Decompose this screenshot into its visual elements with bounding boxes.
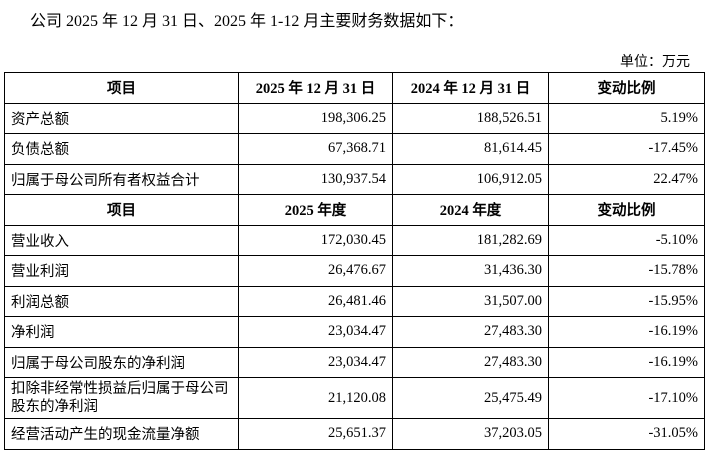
- row-label: 利润总额: [4, 285, 239, 317]
- table-row: 营业收入 172,030.45 181,282.69 -5.10%: [4, 224, 705, 256]
- cell-value: -16.19%: [548, 346, 705, 378]
- cell-value: 130,937.54: [238, 163, 393, 195]
- column-header: 变动比例: [548, 72, 705, 104]
- cell-value: 25,651.37: [238, 418, 393, 450]
- column-header: 项目: [4, 72, 239, 104]
- cell-value: 81,614.45: [392, 133, 549, 165]
- cell-value: 26,481.46: [238, 285, 393, 317]
- table-header-row: 项目 2025 年 12 月 31 日 2024 年 12 月 31 日变动比例: [4, 72, 705, 104]
- table-row: 利润总额 26,481.46 31,507.00 -15.95%: [4, 285, 705, 317]
- financial-table: 项目 2025 年 12 月 31 日 2024 年 12 月 31 日变动比例 资产…: [4, 72, 705, 450]
- table-row: 净利润 23,034.47 27,483.30 -16.19%: [4, 316, 705, 348]
- cell-value: 172,030.45: [238, 224, 393, 256]
- cell-value: 21,120.08: [238, 377, 393, 419]
- cell-value: 26,476.67: [238, 255, 393, 287]
- row-label: 归属于母公司所有者权益合计: [4, 163, 239, 195]
- row-label: 经营活动产生的现金流量净额: [4, 418, 239, 450]
- cell-value: 27,483.30: [392, 346, 549, 378]
- table-row: 经营活动产生的现金流量净额 25,651.37 37,203.05 -31.05%: [4, 418, 705, 450]
- unit-label: 单位：万元: [620, 55, 690, 70]
- cell-value: 188,526.51: [392, 102, 549, 134]
- cell-value: -17.10%: [548, 377, 705, 419]
- cell-value: -15.95%: [548, 285, 705, 317]
- table-row: 负债总额 67,368.71 81,614.45 -17.45%: [4, 133, 705, 165]
- table-row: 资产总额 198,306.25 188,526.51 5.19%: [4, 102, 705, 134]
- table-row: 归属于母公司股东的净利润 23,034.47 27,483.30 -16.19%: [4, 346, 705, 378]
- row-label: 营业利润: [4, 255, 239, 287]
- row-label: 扣除非经常性损益后归属于母公司股东的净利润: [4, 377, 239, 419]
- row-label: 净利润: [4, 316, 239, 348]
- cell-value: 31,436.30: [392, 255, 549, 287]
- cell-value: -31.05%: [548, 418, 705, 450]
- cell-value: 106,912.05: [392, 163, 549, 195]
- cell-value: 23,034.47: [238, 346, 393, 378]
- cell-value: 22.47%: [548, 163, 705, 195]
- table-row: 归属于母公司所有者权益合计 130,937.54 106,912.05 22.47%: [4, 163, 705, 195]
- column-header: 2024 年度: [392, 194, 549, 226]
- column-header: 2025 年度: [238, 194, 393, 226]
- column-header: 变动比例: [548, 194, 705, 226]
- row-label: 营业收入: [4, 224, 239, 256]
- cell-value: -17.45%: [548, 133, 705, 165]
- cell-value: 5.19%: [548, 102, 705, 134]
- table-header-row: 项目 2025 年度 2024 年度 变动比例: [4, 194, 705, 226]
- intro-text: 公司 2025 年 12 月 31 日、2025 年 1-12 月主要财务数据如…: [30, 13, 464, 30]
- cell-value: 198,306.25: [238, 102, 393, 134]
- cell-value: 67,368.71: [238, 133, 393, 165]
- row-label: 归属于母公司股东的净利润: [4, 346, 239, 378]
- cell-value: -5.10%: [548, 224, 705, 256]
- cell-value: 37,203.05: [392, 418, 549, 450]
- table-row: 营业利润 26,476.67 31,436.30 -15.78%: [4, 255, 705, 287]
- column-header: 2024 年 12 月 31 日: [392, 72, 549, 104]
- cell-value: 27,483.30: [392, 316, 549, 348]
- row-label: 负债总额: [4, 133, 239, 165]
- cell-value: -15.78%: [548, 255, 705, 287]
- column-header: 2025 年 12 月 31 日: [238, 72, 393, 104]
- cell-value: -16.19%: [548, 316, 705, 348]
- cell-value: 31,507.00: [392, 285, 549, 317]
- row-label: 资产总额: [4, 102, 239, 134]
- cell-value: 23,034.47: [238, 316, 393, 348]
- column-header: 项目: [4, 194, 239, 226]
- cell-value: 25,475.49: [392, 377, 549, 419]
- cell-value: 181,282.69: [392, 224, 549, 256]
- table-row: 扣除非经常性损益后归属于母公司股东的净利润 21,120.08 25,475.49-…: [4, 377, 705, 419]
